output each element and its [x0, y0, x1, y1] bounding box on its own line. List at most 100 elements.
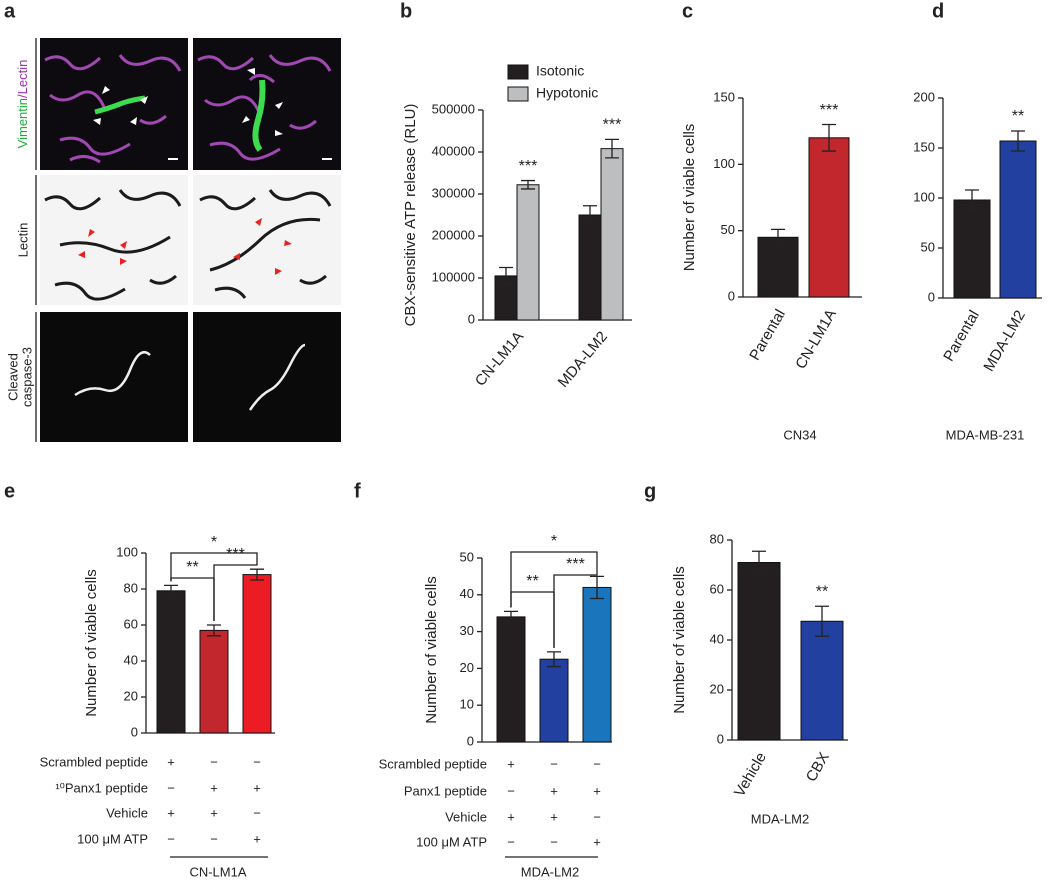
y-tick-label: 0	[468, 311, 475, 326]
x-tick-label: Parental	[940, 307, 983, 364]
panel-letter: e	[4, 480, 15, 502]
y-tick-label: 500000	[432, 101, 475, 116]
y-tick-label: 60	[124, 616, 138, 631]
row-label: Cleaved	[5, 353, 20, 401]
significance: ***	[603, 117, 622, 134]
condition-sign: −	[210, 831, 218, 846]
error-bar	[499, 266, 513, 285]
row-label: caspase-3	[19, 347, 34, 407]
y-tick-label: 50	[721, 222, 735, 237]
x-tick-label: Parental	[746, 306, 789, 363]
y-tick-label: 50	[460, 549, 474, 564]
significance: *	[211, 534, 217, 551]
y-tick-label: 10	[460, 697, 474, 712]
y-axis-label: Number of viable cells	[671, 566, 688, 714]
error-bar	[521, 179, 535, 190]
legend-swatch	[507, 64, 529, 80]
condition-sign: −	[253, 754, 261, 769]
condition-sign: +	[550, 809, 558, 824]
error-bar	[547, 651, 561, 668]
y-tick-label: 0	[717, 731, 724, 746]
panel-letter: c	[682, 0, 693, 22]
bar	[516, 184, 540, 321]
legend-label: Isotonic	[536, 63, 584, 79]
row-label-part: Vimentin	[15, 98, 30, 148]
y-axis-label: Number of viable cells	[83, 569, 100, 717]
y-tick-label: 60	[710, 581, 724, 596]
condition-label: 100 μM ATP	[416, 834, 487, 849]
panel-letter: f	[354, 480, 361, 502]
x-tick-label: CN-LM1A	[472, 328, 527, 389]
condition-sign: +	[210, 805, 218, 820]
condition-sign: +	[253, 780, 261, 795]
condition-sign: +	[593, 834, 601, 849]
significance: ***	[226, 546, 245, 563]
condition-label: Scrambled peptide	[379, 756, 487, 771]
condition-sign: −	[593, 809, 601, 824]
y-axis-label: Number of viable cells	[423, 576, 440, 724]
y-tick-label: 100	[713, 156, 735, 171]
micrographs	[35, 38, 341, 442]
y-tick-label: 0	[131, 724, 138, 739]
x-axis-label: CN34	[783, 427, 816, 442]
condition-sign: −	[593, 756, 601, 771]
y-tick-label: 150	[713, 89, 735, 104]
condition-sign: +	[167, 805, 175, 820]
error-bar	[590, 575, 604, 600]
y-tick-label: 40	[124, 652, 138, 667]
y-tick-label: 200000	[432, 227, 475, 242]
bracket	[170, 552, 258, 582]
condition-sign: −	[507, 834, 515, 849]
bar	[737, 562, 781, 741]
bar	[953, 199, 991, 299]
condition-sign: +	[167, 754, 175, 769]
legend-label: Hypotonic	[536, 85, 598, 101]
significance: ***	[566, 556, 585, 573]
y-tick-label: 300000	[432, 185, 475, 200]
condition-label: ¹⁰Panx1 peptide	[55, 780, 148, 795]
error-bar	[752, 550, 766, 575]
y-axis-label: CBX-sensitive ATP release (RLU)	[402, 104, 419, 327]
condition-sign: +	[507, 756, 515, 771]
error-bar	[822, 123, 836, 152]
y-tick-label: 0	[728, 288, 735, 303]
y-tick-label: 40	[460, 586, 474, 601]
bar	[156, 590, 186, 734]
row-label: Vimentin/Lectin	[15, 60, 30, 149]
y-tick-label: 80	[124, 580, 138, 595]
y-tick-label: 50	[921, 239, 935, 254]
bar	[496, 616, 526, 743]
error-bar	[605, 138, 619, 159]
y-tick-label: 150	[913, 139, 935, 154]
bar	[578, 214, 602, 321]
condition-sign: −	[550, 756, 558, 771]
y-tick-label: 30	[460, 623, 474, 638]
bar	[808, 137, 850, 298]
significance: **	[1012, 108, 1024, 125]
condition-sign: −	[210, 754, 218, 769]
condition-sign: +	[593, 783, 601, 798]
panel-letter: g	[644, 480, 656, 502]
bar	[600, 148, 624, 321]
bar	[199, 629, 229, 734]
bar	[242, 574, 272, 734]
condition-sign: −	[550, 834, 558, 849]
bar	[757, 236, 799, 298]
bracket	[553, 572, 598, 648]
x-tick-label: MDA-LM2	[980, 307, 1028, 374]
y-tick-label: 0	[467, 733, 474, 748]
error-bar	[771, 228, 785, 246]
y-tick-label: 20	[710, 681, 724, 696]
y-tick-label: 40	[710, 631, 724, 646]
significance: ***	[820, 102, 839, 119]
bar	[539, 658, 569, 743]
bar	[582, 586, 612, 743]
error-bar	[504, 610, 518, 624]
bar	[800, 620, 844, 741]
condition-label: Scrambled peptide	[40, 754, 148, 769]
x-axis-label: CN-LM1A	[189, 864, 246, 879]
error-bar	[164, 584, 178, 597]
row-label: Lectin	[15, 223, 30, 258]
